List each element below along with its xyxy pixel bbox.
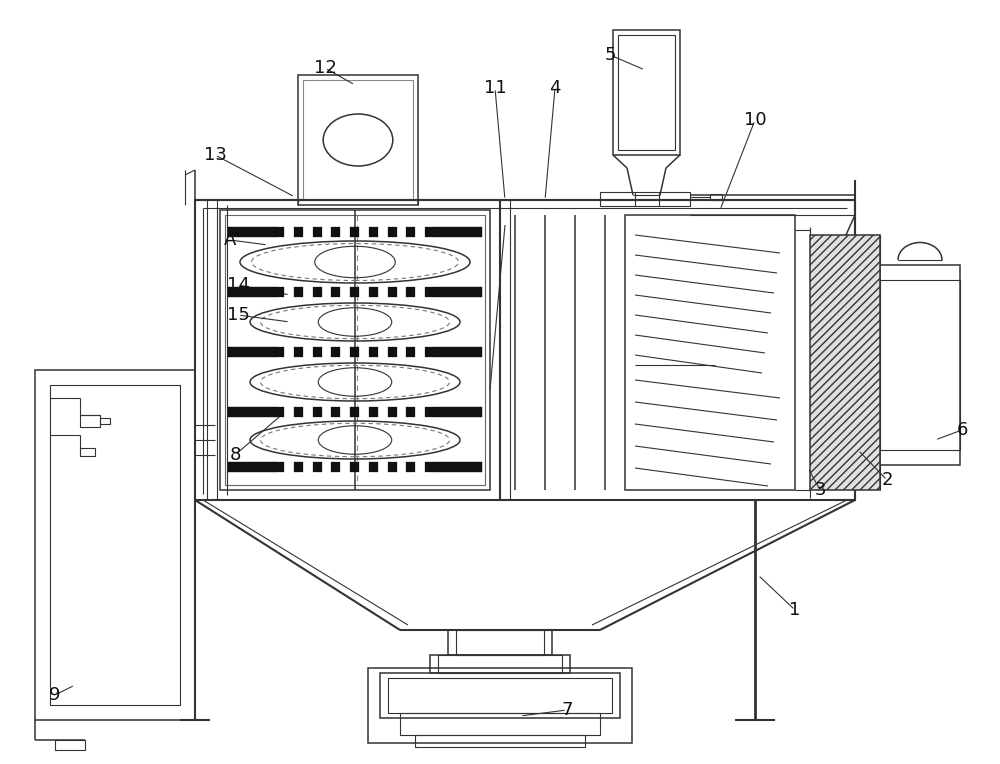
Text: 5: 5 bbox=[604, 46, 616, 64]
Bar bbox=[406, 462, 415, 472]
Bar bbox=[331, 407, 340, 417]
Bar bbox=[425, 407, 434, 417]
Bar bbox=[313, 227, 322, 237]
Bar bbox=[434, 407, 482, 417]
Bar bbox=[350, 227, 359, 237]
Bar bbox=[388, 678, 612, 713]
Text: 1: 1 bbox=[789, 601, 801, 619]
Text: 3: 3 bbox=[814, 481, 826, 499]
Bar bbox=[228, 287, 276, 297]
Text: 7: 7 bbox=[561, 701, 573, 719]
Text: 9: 9 bbox=[49, 686, 61, 704]
Bar bbox=[434, 347, 482, 357]
Bar bbox=[625, 215, 795, 490]
Text: 10: 10 bbox=[744, 111, 766, 129]
Bar bbox=[313, 287, 322, 297]
Bar bbox=[369, 287, 378, 297]
Bar bbox=[195, 200, 855, 500]
Bar bbox=[369, 462, 378, 472]
Bar bbox=[294, 462, 303, 472]
Bar bbox=[613, 30, 680, 155]
Bar bbox=[380, 673, 620, 718]
Bar bbox=[331, 347, 340, 357]
Bar bbox=[425, 227, 434, 237]
Bar bbox=[406, 287, 415, 297]
Bar bbox=[430, 655, 570, 673]
Bar bbox=[415, 735, 585, 747]
Bar bbox=[618, 35, 675, 150]
Bar bbox=[228, 407, 276, 417]
Bar bbox=[275, 347, 284, 357]
Bar bbox=[80, 448, 95, 456]
Bar bbox=[331, 227, 340, 237]
Bar bbox=[294, 347, 303, 357]
Bar bbox=[388, 407, 397, 417]
Bar bbox=[388, 287, 397, 297]
Bar bbox=[313, 347, 322, 357]
Bar bbox=[368, 668, 632, 743]
Bar bbox=[434, 287, 482, 297]
Text: 2: 2 bbox=[881, 471, 893, 489]
Text: 4: 4 bbox=[549, 79, 561, 97]
Bar bbox=[294, 407, 303, 417]
Text: A: A bbox=[224, 231, 236, 249]
Bar bbox=[369, 407, 378, 417]
Bar bbox=[400, 713, 600, 735]
Bar bbox=[350, 347, 359, 357]
Bar bbox=[228, 347, 276, 357]
Bar bbox=[294, 227, 303, 237]
Bar bbox=[880, 265, 960, 465]
Bar bbox=[294, 287, 303, 297]
Bar bbox=[275, 462, 284, 472]
Bar bbox=[388, 347, 397, 357]
Bar bbox=[388, 462, 397, 472]
Bar bbox=[406, 407, 415, 417]
Bar bbox=[350, 287, 359, 297]
Bar bbox=[313, 462, 322, 472]
Text: 12: 12 bbox=[314, 59, 336, 77]
Bar bbox=[331, 287, 340, 297]
Bar bbox=[425, 287, 434, 297]
Bar bbox=[80, 415, 100, 427]
Bar bbox=[50, 385, 180, 705]
Bar bbox=[406, 347, 415, 357]
Bar bbox=[434, 462, 482, 472]
Text: 13: 13 bbox=[204, 146, 226, 164]
Text: 6: 6 bbox=[956, 421, 968, 439]
Bar bbox=[220, 210, 490, 490]
Bar bbox=[388, 227, 397, 237]
Bar bbox=[350, 407, 359, 417]
Bar bbox=[228, 227, 276, 237]
Bar bbox=[350, 462, 359, 472]
Text: 8: 8 bbox=[229, 446, 241, 464]
Bar bbox=[303, 80, 413, 200]
Bar bbox=[438, 655, 562, 673]
Bar bbox=[313, 407, 322, 417]
Bar bbox=[425, 347, 434, 357]
Bar bbox=[331, 462, 340, 472]
Bar bbox=[425, 462, 434, 472]
Bar bbox=[448, 630, 552, 655]
Bar bbox=[298, 75, 418, 205]
Text: 11: 11 bbox=[484, 79, 506, 97]
Bar bbox=[100, 418, 110, 424]
Bar bbox=[369, 227, 378, 237]
Bar bbox=[406, 227, 415, 237]
Bar bbox=[275, 407, 284, 417]
Bar bbox=[434, 227, 482, 237]
Bar bbox=[55, 740, 85, 750]
Bar bbox=[35, 370, 195, 720]
Bar bbox=[228, 462, 276, 472]
Bar bbox=[600, 192, 690, 206]
Bar bbox=[880, 280, 960, 450]
Bar bbox=[810, 235, 880, 490]
Bar bbox=[225, 215, 485, 485]
Text: 14: 14 bbox=[227, 276, 249, 294]
Bar bbox=[369, 347, 378, 357]
Text: 15: 15 bbox=[227, 306, 249, 324]
Bar bbox=[275, 287, 284, 297]
Bar bbox=[710, 194, 722, 200]
Bar bbox=[456, 630, 544, 655]
Bar bbox=[275, 227, 284, 237]
